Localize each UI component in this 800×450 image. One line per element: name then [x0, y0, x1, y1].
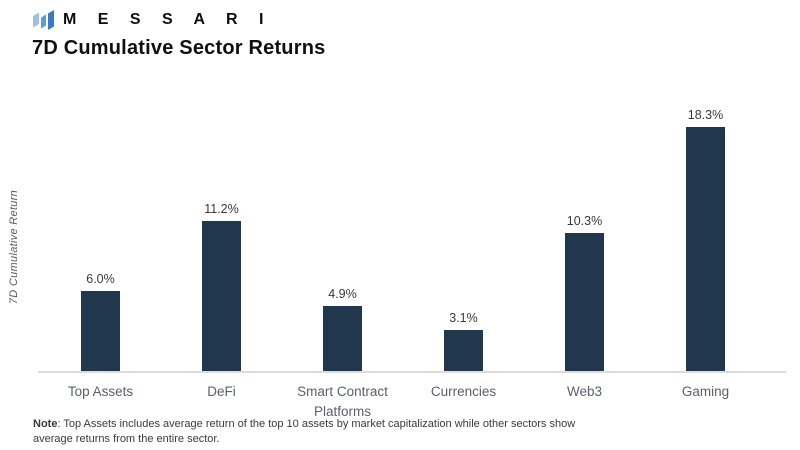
bar-value-label-web3: 10.3%	[566, 214, 603, 228]
footnote-text: : Top Assets includes average return of …	[33, 418, 576, 446]
x-axis-line	[38, 371, 786, 373]
x-axis-label-currencies: Currencies	[430, 384, 497, 399]
bar-web3	[565, 233, 604, 371]
x-axis-label-top-assets: Top Assets	[67, 384, 134, 399]
x-axis-label-smart-contract-platforms: Smart Contract Platforms	[297, 384, 388, 419]
bar-defi	[202, 221, 241, 371]
x-axis-label-defi: DeFi	[207, 384, 236, 399]
messari-logo-icon	[33, 10, 54, 30]
footnote: Note: Top Assets includes average return…	[33, 417, 585, 448]
bar-smart-contract-platforms	[323, 306, 362, 371]
chart-title: 7D Cumulative Sector Returns	[32, 37, 326, 59]
x-axis-label-web3: Web3	[566, 384, 603, 399]
bar-value-label-smart-contract-platforms: 4.9%	[328, 287, 357, 301]
bar-top-assets	[81, 291, 120, 371]
bar-currencies	[444, 330, 483, 371]
bar-value-label-currencies: 3.1%	[449, 311, 478, 325]
brand: M E S S A R I	[32, 8, 325, 32]
header: M E S S A R I 7D Cumulative Sector Retur…	[32, 8, 325, 60]
bar-value-label-gaming: 18.3%	[687, 108, 724, 122]
footnote-bold-label: Note	[33, 418, 58, 430]
brand-name: M E S S A R I	[63, 11, 272, 28]
plot-area: 6.0% 11.2% 4.9% 3.1% 10.3% 18.3%	[40, 70, 766, 371]
bar-value-label-top-assets: 6.0%	[86, 272, 115, 286]
y-axis-title: 7D Cumulative Return	[8, 189, 20, 305]
bar-value-label-defi: 11.2%	[204, 202, 239, 216]
bar-gaming	[686, 127, 725, 371]
x-axis-label-gaming: Gaming	[681, 384, 730, 399]
